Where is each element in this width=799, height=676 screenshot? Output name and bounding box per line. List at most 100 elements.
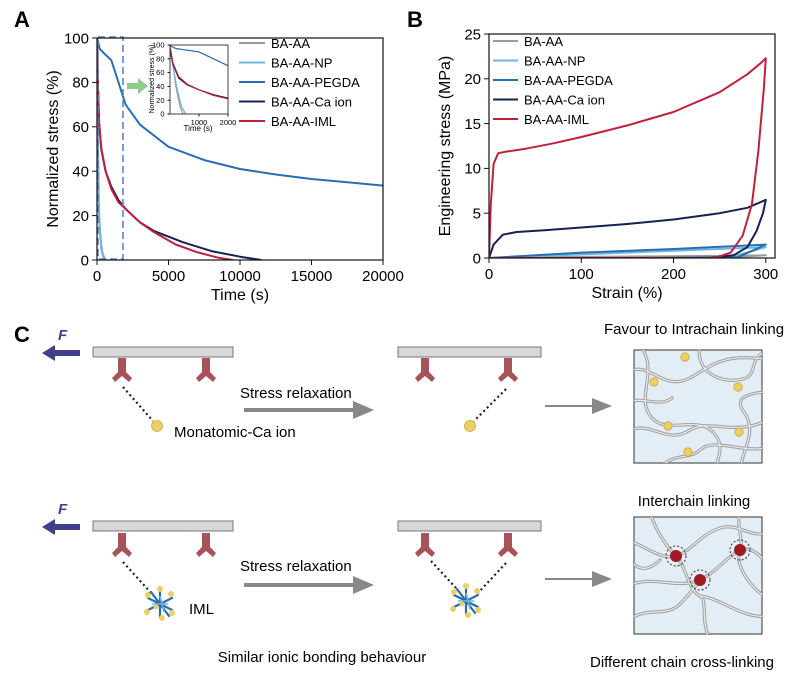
legend-label-ba-aa-iml: BA-AA-IML [524,112,589,127]
legend-label-ba-aa: BA-AA [524,34,563,49]
series-line-ba-aa-iml [170,48,228,100]
x-axis-label-b: Strain (%) [591,285,662,302]
series-line-ba-aa-iml [97,38,233,260]
series-line-ba-aa-np [97,38,108,260]
y-tick-label: 60 [72,119,89,136]
x-tick-label: 5000 [152,268,185,285]
result-arrow-top [545,398,612,414]
network-intrachain-box [633,349,763,464]
process-arrow-bottom: Stress relaxation [240,558,374,594]
zoom-box [97,36,124,260]
process-label-top: Stress relaxation [240,385,352,402]
y-tick-label: 20 [72,208,89,225]
schematic-bottom-row: F IML Stress relaxation [42,493,774,671]
ca-ion-icon [734,427,744,437]
legend-label-ba-aa-ca-ion: BA-AA-Ca ion [524,93,605,108]
y-tick-label: 15 [464,116,481,133]
panel-b-chart: 0 100 200 300 0 5 10 15 20 25 Strain (%) Engineer… [437,26,778,302]
ca-ion-icon [683,447,693,457]
y-tick-label: 20 [156,96,164,105]
y-tick-label: 80 [72,75,89,92]
series-line-ba-aa-pegda [97,38,383,187]
legend-label-ba-aa: BA-AA [271,36,310,51]
iml-crosslink-icon [665,545,687,567]
plate-bottom-left [92,520,234,532]
axes-frame-a [96,37,384,261]
plate-bottom-right [397,520,542,532]
legend-a: BA-AA BA-AA-NP BA-AA-PEGDA BA-AA-Ca ion BA-A… [239,36,360,129]
legend-label-ba-aa-pegda: BA-AA-PEGDA [524,73,613,88]
ionic-bond-dotted [122,386,154,422]
x-tick-label: 300 [753,266,778,283]
y-tick-label: 60 [156,68,164,77]
iml-cluster-icon [144,586,175,621]
y-tick-label: 20 [464,71,481,88]
chain-bracket-icon [415,358,435,382]
series-line-ba-aa-pegda [170,45,228,67]
force-arrow-bottom: F [42,501,80,535]
process-arrow-top: Stress relaxation [240,385,374,419]
ion-label-top: Monatomic-Ca ion [174,424,296,441]
chain-bracket-icon [112,358,132,382]
x-tick-label: 15000 [291,268,333,285]
panel-b-label: B [407,7,423,32]
legend-label-ba-aa-ca-ion: BA-AA-Ca ion [271,95,352,110]
inset-x-label: Time (s) [183,124,212,133]
y-tick-label: 0 [473,250,481,267]
result-arrow-bottom [545,571,612,587]
inset-chart: 1000 2000 0 20 40 60 80 100 Time (s) Normalized… [149,41,236,133]
chain-bracket-icon [498,533,518,557]
caption-left: Similar ionic bonding behaviour [218,649,426,666]
schematic-top-row: F Monatomic-Ca ion Stress relaxation Fav… [42,321,784,464]
force-label-bottom: F [58,501,68,518]
ionic-bond-dotted [430,560,457,589]
x-tick-label: 200 [661,266,686,283]
plate-top-right [397,346,542,358]
legend-label-ba-aa-np: BA-AA-NP [271,56,332,71]
ionic-bond-dotted [477,562,507,594]
ca-ion-icon [151,420,163,432]
chain-bracket-icon [415,533,435,557]
y-tick-label: 25 [464,26,481,43]
network-interchain-box [633,516,763,635]
x-tick-label: 2000 [220,118,237,127]
x-tick-label: 100 [569,266,594,283]
series-line-ba-aa-np [489,246,767,258]
y-tick-label: 40 [156,82,164,91]
x-tick-label: 0 [485,266,493,283]
y-axis-label-b: Engineering stress (MPa) [437,56,454,237]
y-tick-label: 80 [156,54,164,63]
ca-ion-icon [733,382,743,392]
x-tick-label: 1000 [191,118,208,127]
y-tick-label: 100 [64,30,89,47]
ionic-bond-dotted [473,388,507,422]
ca-ion-icon [464,420,476,432]
ca-ion-icon [680,352,690,362]
chain-bracket-icon [196,533,216,557]
y-axis-label-a: Normalized stress (%) [45,70,62,227]
ca-ion-icon [663,421,673,431]
result-title-bottom: Interchain linking [638,493,751,510]
axes-frame-b [488,33,776,259]
legend-label-ba-aa-iml: BA-AA-IML [271,114,336,129]
inset-pointer-arrow [127,78,148,94]
x-tick-label: 0 [93,268,101,285]
series-line-ba-aa-iml [489,57,767,258]
chain-bracket-icon [112,533,132,557]
x-axis-label-a: Time (s) [211,287,269,304]
legend-label-ba-aa-pegda: BA-AA-PEGDA [271,75,360,90]
y-tick-label: 40 [72,163,89,180]
y-tick-label: 10 [464,161,481,178]
panel-c-label: C [14,322,30,347]
ca-ion-icon [649,377,659,387]
process-label-bottom: Stress relaxation [240,558,352,575]
y-tick-label: 100 [152,41,165,50]
iml-crosslink-icon [729,539,751,561]
ion-label-bottom: IML [189,601,214,618]
inset-y-label: Normalized stress (%) [149,45,156,114]
chain-bracket-icon [498,358,518,382]
result-title-top: Favour to Intrachain linking [604,321,784,338]
y-tick-label: 0 [81,252,89,269]
